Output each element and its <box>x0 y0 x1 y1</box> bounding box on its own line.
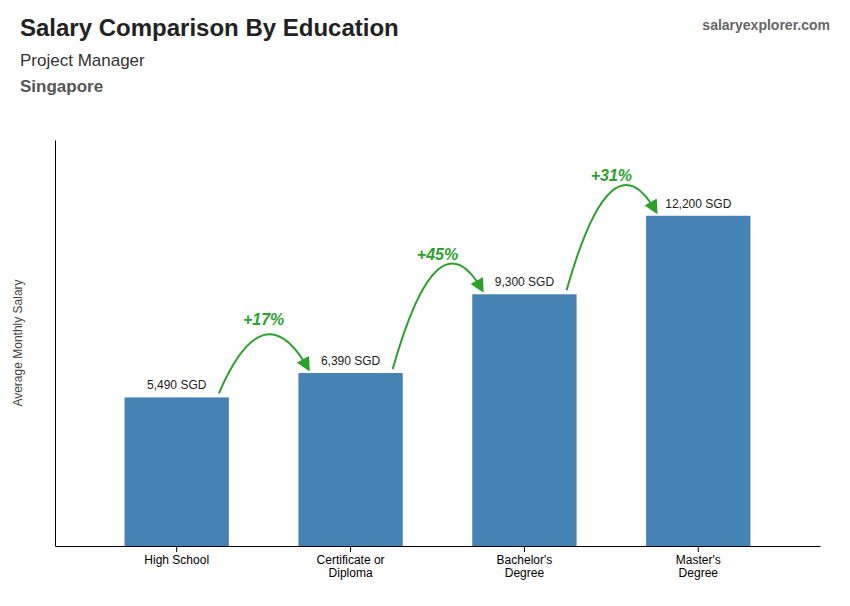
watermark-part: .com <box>797 17 830 33</box>
x-tick-label-line: Bachelor's <box>497 553 553 567</box>
watermark: salaryexplorer.com <box>702 17 830 33</box>
data-label: 12,200 SGD <box>665 197 731 211</box>
change-arrow <box>219 334 309 393</box>
x-tick: Master'sDegree <box>676 546 721 580</box>
x-tick-label: Certificate orDiploma <box>317 553 385 581</box>
changes: +17% +45% +31% <box>219 167 656 393</box>
change-arrow <box>393 263 483 369</box>
y-axis <box>55 141 56 547</box>
x-tick-label: Master'sDegree <box>676 553 721 581</box>
x-tick: Certificate orDiploma <box>317 546 385 580</box>
y-axis-line <box>55 141 56 547</box>
x-tick-label-line: Degree <box>505 566 545 580</box>
chart: Salary Comparison By Education Project Ma… <box>0 0 850 606</box>
x-tick-label-line: Certificate or <box>317 553 385 567</box>
x-tick-mark <box>350 546 351 552</box>
x-tick: High School <box>144 546 209 567</box>
data-labels: 5,490 SGD 6,390 SGD 9,300 SGD 12,200 SGD <box>147 197 732 393</box>
x-tick-mark <box>524 546 525 552</box>
x-tick-mark <box>698 546 699 552</box>
bar <box>125 397 229 546</box>
change-label: +17% <box>243 311 284 328</box>
bar <box>472 294 576 546</box>
change-label: +31% <box>591 167 632 184</box>
bar <box>298 373 402 546</box>
bars <box>125 216 751 546</box>
subtitle: Project Manager <box>20 51 145 70</box>
bar <box>646 216 750 546</box>
x-tick-label: Bachelor'sDegree <box>497 553 553 581</box>
x-tick-label-line: Master's <box>676 553 721 567</box>
location: Singapore <box>20 77 103 96</box>
x-tick-label: High School <box>144 553 209 567</box>
x-tick-label-line: High School <box>144 553 209 567</box>
x-tick-label-line: Diploma <box>329 566 373 580</box>
x-tick-label-line: Degree <box>679 566 719 580</box>
x-axis: High School Certificate orDiploma Bachelor… <box>56 546 821 580</box>
data-label: 5,490 SGD <box>147 378 207 392</box>
change-label: +45% <box>417 246 458 263</box>
x-tick-mark <box>176 546 177 552</box>
title: Salary Comparison By Education <box>20 14 399 41</box>
change-arrow <box>567 185 657 290</box>
data-label: 6,390 SGD <box>321 354 381 368</box>
x-axis-line <box>56 546 821 547</box>
x-tick: Bachelor'sDegree <box>497 546 553 580</box>
data-label: 9,300 SGD <box>495 275 555 289</box>
watermark-part: explorer <box>743 17 799 33</box>
watermark-part: salary <box>702 17 743 33</box>
y-axis-label: Average Monthly Salary <box>11 279 25 406</box>
